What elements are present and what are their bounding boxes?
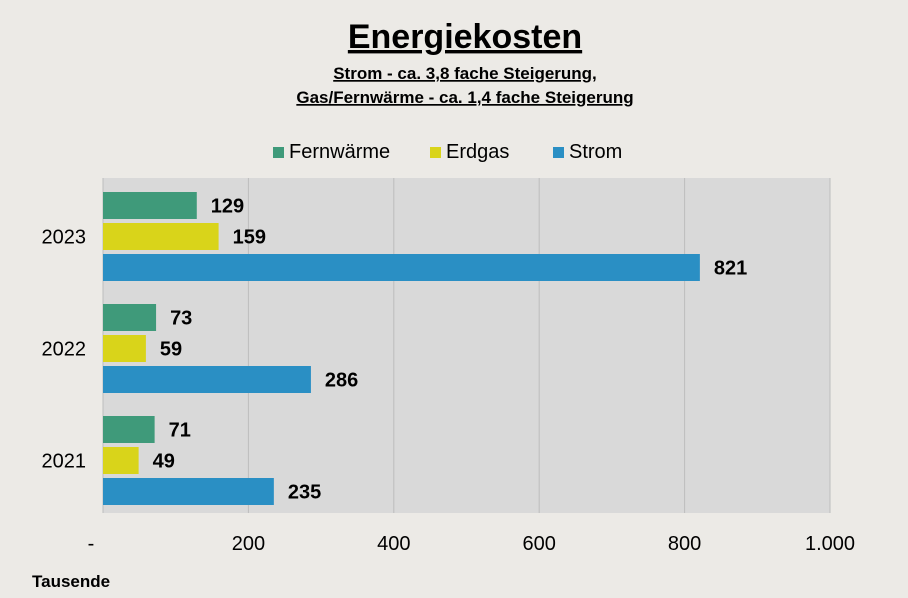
chart-subtitle-line-1: Strom - ca. 3,8 fache Steigerung, [333,64,597,83]
plot-area [103,178,830,513]
chart-subtitle-line-2: Gas/Fernwärme - ca. 1,4 fache Steigerung [296,88,633,107]
value-label-2023-1: 159 [233,227,266,249]
bar-2023-0 [103,192,197,219]
bar-2023-2 [103,254,700,281]
category-label-2022: 2022 [42,339,87,361]
legend-label-1: Erdgas [446,141,509,163]
bar-2021-1 [103,447,139,474]
y-axis-categories: 2023 2022 2021 [42,227,87,473]
bar-2022-1 [103,335,146,362]
value-label-2021-2: 235 [288,482,321,504]
bar-2021-0 [103,416,155,443]
category-label-2023: 2023 [42,227,87,249]
category-label-2021: 2021 [42,451,87,473]
x-tick-label-3: 600 [523,533,556,555]
x-tick-label-2: 400 [377,533,410,555]
x-tick-label-1: 200 [232,533,265,555]
value-label-2023-2: 821 [714,258,747,280]
x-axis-ticks: - 200 400 600 800 1.000 [88,533,855,555]
value-label-2022-2: 286 [325,370,358,392]
x-tick-label-4: 800 [668,533,701,555]
value-label-2022-0: 73 [170,308,192,330]
legend-label-2: Strom [569,141,622,163]
value-label-2021-1: 49 [153,451,175,473]
x-tick-label-0: - [88,533,95,555]
bar-2021-2 [103,478,274,505]
chart-title: Energiekosten [348,18,582,56]
bar-2023-1 [103,223,219,250]
value-label-2022-1: 59 [160,339,182,361]
bar-2022-0 [103,304,157,331]
legend-swatch-2 [553,147,564,158]
x-tick-label-5: 1.000 [805,533,855,555]
legend: Fernwärme Erdgas Strom [273,141,622,163]
bar-2022-2 [103,366,311,393]
unit-label: Tausende [32,572,110,591]
legend-swatch-0 [273,147,284,158]
legend-label-0: Fernwärme [289,141,390,163]
legend-swatch-1 [430,147,441,158]
value-label-2023-0: 129 [211,196,244,218]
bars: 129 159 821 73 59 286 71 49 235 [103,192,747,505]
value-label-2021-0: 71 [169,420,191,442]
